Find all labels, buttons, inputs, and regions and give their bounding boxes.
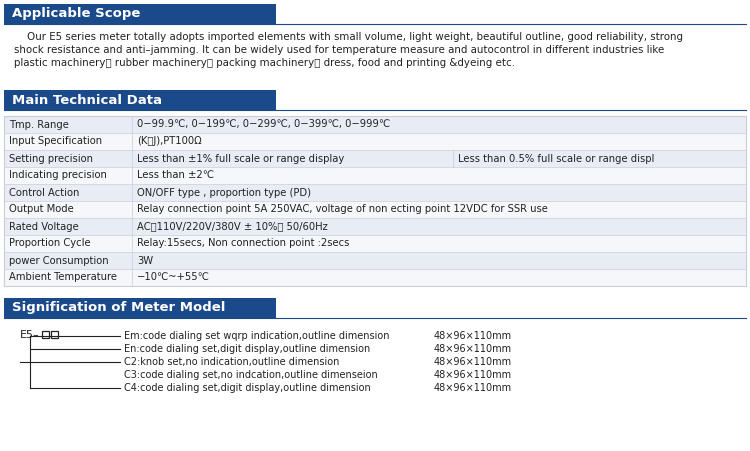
Text: 48×96×110mm: 48×96×110mm <box>434 370 512 380</box>
Bar <box>4 184 746 201</box>
Text: Setting precision: Setting precision <box>9 153 93 164</box>
Text: (K、J),PT100Ω: (K、J),PT100Ω <box>137 137 202 147</box>
Bar <box>4 201 746 218</box>
Bar <box>4 235 746 252</box>
Text: Rated Voltage: Rated Voltage <box>9 221 79 231</box>
Text: Em:code dialing set wqrp indication,outline dimension: Em:code dialing set wqrp indication,outl… <box>124 331 389 341</box>
Bar <box>4 269 746 286</box>
Text: Less than 0.5% full scale or range displ: Less than 0.5% full scale or range displ <box>458 153 654 164</box>
Bar <box>4 116 746 133</box>
Text: Output Mode: Output Mode <box>9 204 74 215</box>
Bar <box>4 90 276 110</box>
Text: E5–: E5– <box>20 330 40 340</box>
Text: 48×96×110mm: 48×96×110mm <box>434 344 512 354</box>
Text: Signification of Meter Model: Signification of Meter Model <box>12 302 225 314</box>
Text: Indicating precision: Indicating precision <box>9 170 106 180</box>
Text: −10℃~+55℃: −10℃~+55℃ <box>137 272 210 282</box>
Text: Relay connection point 5A 250VAC, voltage of non ecting point 12VDC for SSR use: Relay connection point 5A 250VAC, voltag… <box>137 204 548 215</box>
Text: shock resistance and anti–jamming. It can be widely used for temperature measure: shock resistance and anti–jamming. It ca… <box>14 45 664 55</box>
Text: Our E5 series meter totally adopts imported elements with small volume, light we: Our E5 series meter totally adopts impor… <box>14 32 683 42</box>
Bar <box>4 4 276 24</box>
Text: C3:code dialing set,no indcation,outline dimenseion: C3:code dialing set,no indcation,outline… <box>124 370 378 380</box>
Text: Control Action: Control Action <box>9 188 80 198</box>
Text: 48×96×110mm: 48×96×110mm <box>434 357 512 367</box>
Text: Less than ±1% full scale or range display: Less than ±1% full scale or range displa… <box>137 153 344 164</box>
Text: Applicable Scope: Applicable Scope <box>12 8 140 20</box>
Text: 48×96×110mm: 48×96×110mm <box>434 383 512 393</box>
Bar <box>4 298 276 318</box>
Text: Relay:15secs, Non connection point :2secs: Relay:15secs, Non connection point :2sec… <box>137 239 350 249</box>
Text: Main Technical Data: Main Technical Data <box>12 93 162 106</box>
Bar <box>4 167 746 184</box>
Text: C4:code dialing set,digit display,outline dimension: C4:code dialing set,digit display,outlin… <box>124 383 370 393</box>
Text: 48×96×110mm: 48×96×110mm <box>434 331 512 341</box>
Text: Ambient Temperature: Ambient Temperature <box>9 272 117 282</box>
Text: C2:knob set,no indication,outline dimension: C2:knob set,no indication,outline dimens… <box>124 357 339 367</box>
Text: Less than ±2℃: Less than ±2℃ <box>137 170 214 180</box>
Bar <box>4 150 746 167</box>
Text: Tmp. Range: Tmp. Range <box>9 120 69 129</box>
Text: AC：110V/220V/380V ± 10%， 50/60Hz: AC：110V/220V/380V ± 10%， 50/60Hz <box>137 221 328 231</box>
Bar <box>42 331 49 338</box>
Bar <box>4 252 746 269</box>
Text: 3W: 3W <box>137 256 153 266</box>
Bar <box>4 116 746 286</box>
Text: power Consumption: power Consumption <box>9 256 109 266</box>
Text: ON/OFF type , proportion type (PD): ON/OFF type , proportion type (PD) <box>137 188 311 198</box>
Text: En:code dialing set,digit display,outline dimension: En:code dialing set,digit display,outlin… <box>124 344 370 354</box>
Bar <box>4 133 746 150</box>
Text: 0−99.9℃, 0−199℃, 0−299℃, 0−399℃, 0−999℃: 0−99.9℃, 0−199℃, 0−299℃, 0−399℃, 0−999℃ <box>137 120 390 129</box>
Text: Input Specification: Input Specification <box>9 137 102 147</box>
Text: plastic machinery， rubber machinery， packing machinery， dress, food and printing: plastic machinery， rubber machinery， pac… <box>14 58 515 68</box>
Text: Proportion Cycle: Proportion Cycle <box>9 239 91 249</box>
Bar <box>51 331 58 338</box>
Bar <box>4 218 746 235</box>
